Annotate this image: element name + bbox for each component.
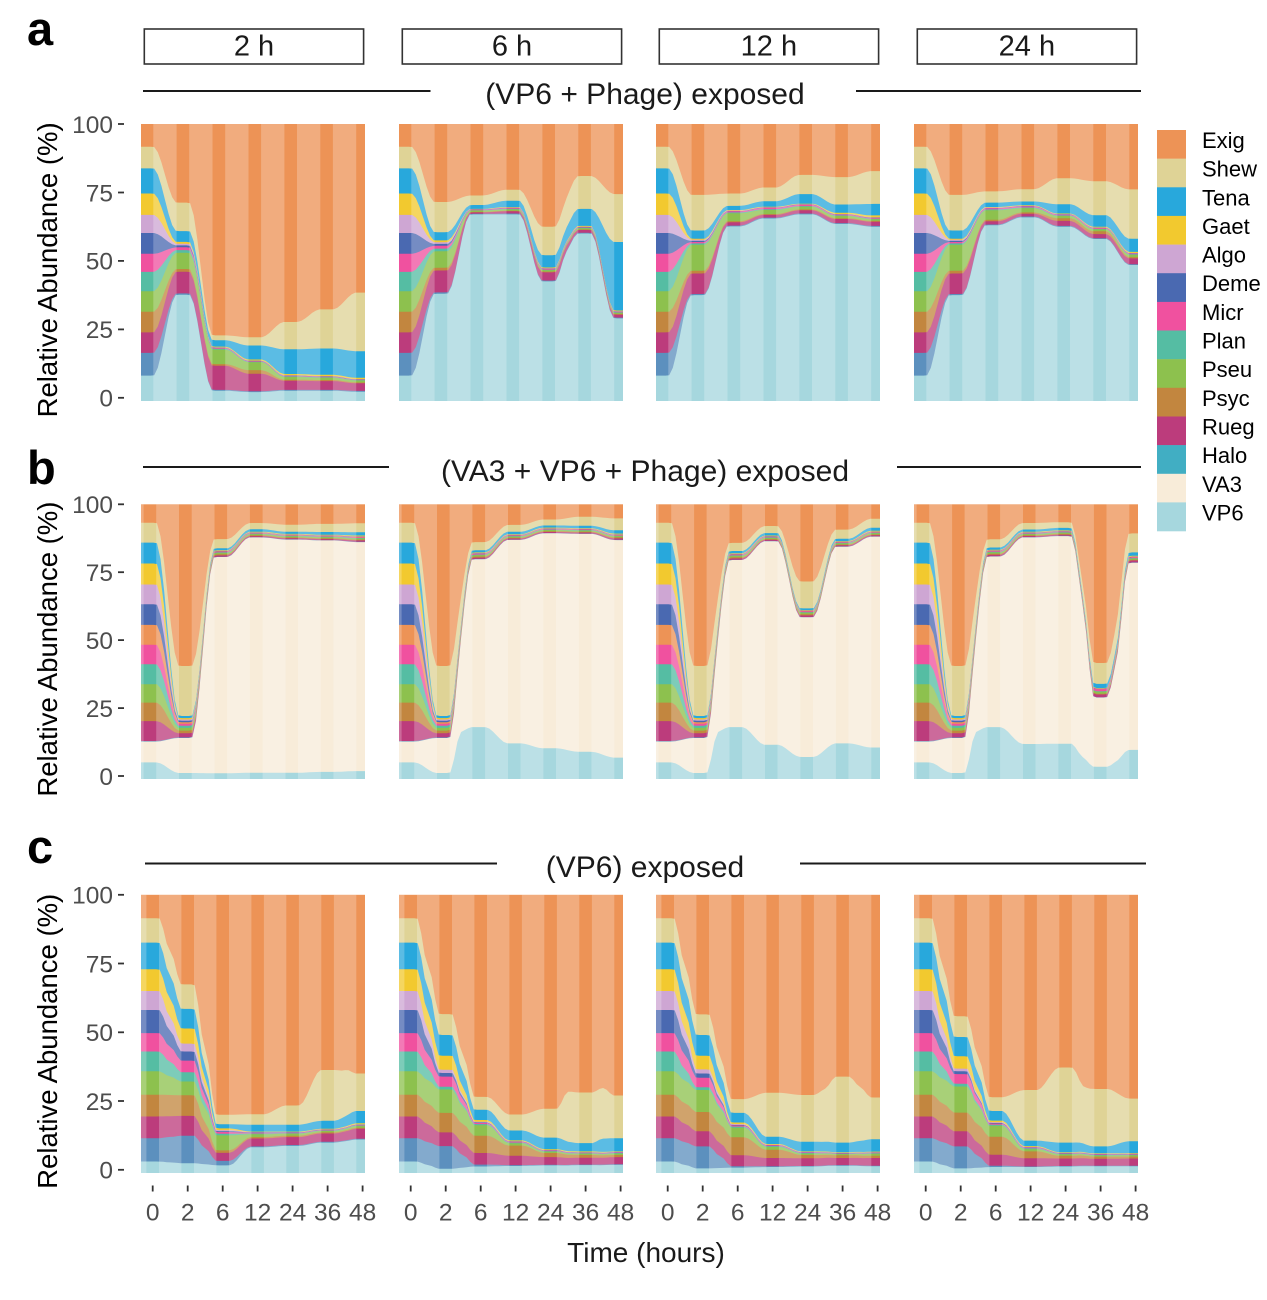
svg-text:24 h: 24 h [999,31,1055,63]
svg-text:6: 6 [731,1200,745,1227]
svg-text:24: 24 [537,1200,564,1227]
svg-text:24: 24 [279,1200,306,1227]
svg-text:24: 24 [794,1200,821,1227]
svg-text:Pseu: Pseu [1202,357,1252,382]
svg-text:12: 12 [1017,1200,1044,1227]
svg-text:Plan: Plan [1202,329,1246,354]
svg-text:Time (hours): Time (hours) [567,1237,725,1268]
svg-text:75: 75 [86,560,113,587]
svg-text:0: 0 [404,1200,418,1227]
svg-text:0: 0 [99,764,113,791]
svg-text:75: 75 [86,951,113,978]
svg-text:75: 75 [86,180,113,207]
svg-text:12: 12 [759,1200,786,1227]
svg-text:0: 0 [99,386,113,413]
svg-text:2: 2 [696,1200,710,1227]
svg-text:Relative Abundance (%): Relative Abundance (%) [32,122,63,417]
svg-text:36: 36 [314,1200,341,1227]
svg-text:36: 36 [829,1200,856,1227]
svg-text:0: 0 [99,1158,113,1185]
svg-text:36: 36 [572,1200,599,1227]
svg-text:2: 2 [439,1200,453,1227]
svg-text:(VP6) exposed: (VP6) exposed [546,851,744,884]
svg-text:Shew: Shew [1202,157,1257,182]
svg-text:50: 50 [86,1020,113,1047]
svg-text:Exig: Exig [1202,128,1245,153]
svg-text:48: 48 [1122,1200,1149,1227]
svg-text:Halo: Halo [1202,443,1247,468]
svg-text:100: 100 [72,112,113,139]
svg-text:50: 50 [86,628,113,655]
svg-text:48: 48 [349,1200,376,1227]
svg-text:(VA3 + VP6 + Phage) exposed: (VA3 + VP6 + Phage) exposed [441,455,849,488]
svg-text:48: 48 [607,1200,634,1227]
svg-text:Relative Abundance (%): Relative Abundance (%) [32,502,63,797]
svg-text:c: c [27,820,53,873]
svg-text:Tena: Tena [1202,185,1250,210]
svg-text:Psyc: Psyc [1202,386,1250,411]
svg-text:2: 2 [181,1200,195,1227]
svg-text:12: 12 [502,1200,529,1227]
svg-text:6: 6 [216,1200,230,1227]
svg-text:50: 50 [86,249,113,276]
svg-text:25: 25 [86,1089,113,1116]
svg-text:Gaet: Gaet [1202,214,1250,239]
svg-text:2 h: 2 h [234,31,274,63]
svg-text:6 h: 6 h [492,31,532,63]
svg-text:0: 0 [919,1200,933,1227]
svg-text:2: 2 [954,1200,968,1227]
svg-text:0: 0 [661,1200,675,1227]
svg-text:48: 48 [864,1200,891,1227]
svg-text:Algo: Algo [1202,243,1246,268]
svg-text:Relative Abundance (%): Relative Abundance (%) [32,894,63,1189]
svg-text:Rueg: Rueg [1202,415,1255,440]
svg-text:VP6: VP6 [1202,501,1244,526]
svg-text:b: b [27,441,56,494]
svg-text:a: a [27,2,54,55]
svg-text:0: 0 [146,1200,160,1227]
svg-text:24: 24 [1052,1200,1079,1227]
svg-text:25: 25 [86,696,113,723]
svg-text:36: 36 [1087,1200,1114,1227]
svg-text:12 h: 12 h [741,31,797,63]
svg-text:12: 12 [244,1200,271,1227]
svg-text:6: 6 [474,1200,488,1227]
svg-text:Deme: Deme [1202,271,1261,296]
svg-text:100: 100 [72,492,113,519]
svg-text:Micr: Micr [1202,300,1244,325]
svg-text:25: 25 [86,317,113,344]
svg-text:VA3: VA3 [1202,472,1242,497]
svg-text:(VP6 + Phage) exposed: (VP6 + Phage) exposed [485,78,804,111]
svg-text:6: 6 [989,1200,1003,1227]
svg-text:100: 100 [72,883,113,910]
